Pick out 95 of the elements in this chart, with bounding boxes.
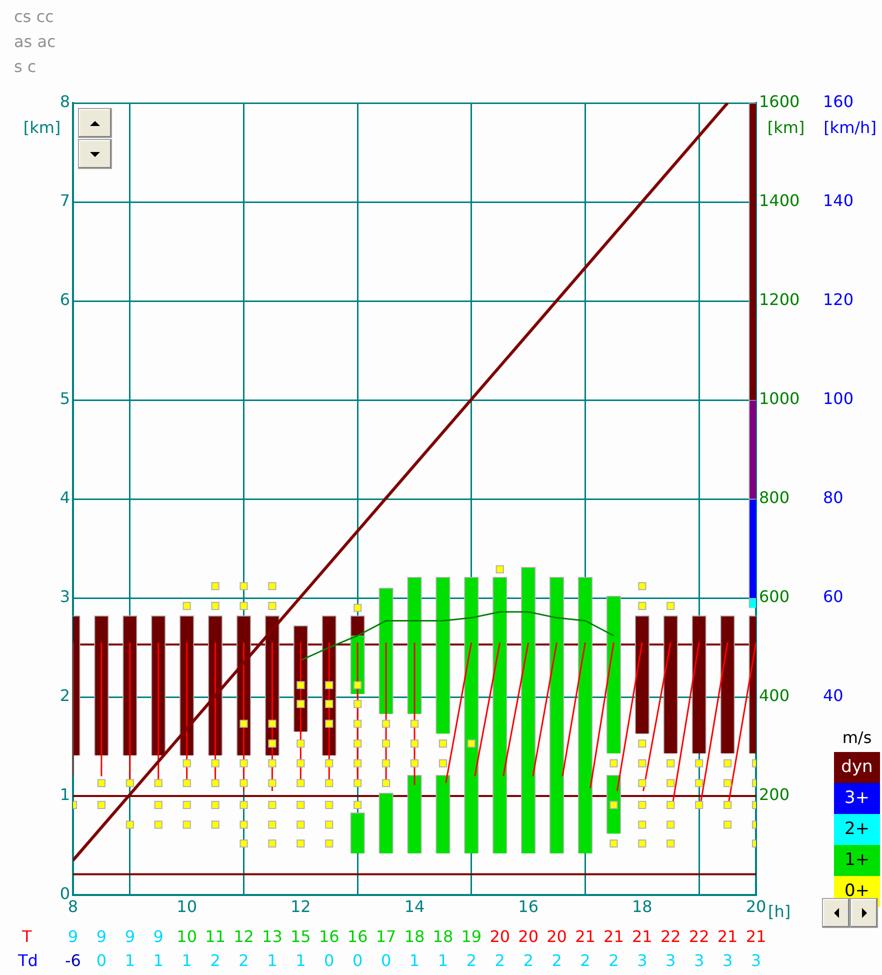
text: 20	[546, 927, 567, 946]
text: 2+	[834, 814, 880, 845]
text: 2	[552, 951, 562, 970]
text: 21	[717, 927, 738, 946]
y3-tick-label: 160	[823, 92, 854, 112]
y-tick-label: 7	[60, 191, 70, 210]
text: 2	[494, 951, 505, 970]
text: 18	[432, 927, 454, 946]
text: 3	[694, 951, 704, 970]
text: 12	[234, 927, 254, 946]
text: as ac	[14, 32, 56, 52]
text: 9	[153, 927, 164, 946]
text: 11	[205, 927, 226, 946]
text: 2	[580, 951, 590, 970]
y-tick-label: 0	[60, 884, 70, 904]
text: 9	[96, 927, 107, 946]
text: 1	[124, 951, 136, 970]
y2-tick-label: 1200	[759, 290, 800, 310]
y2-tick-label: 1000	[759, 389, 800, 408]
text: 21	[746, 927, 766, 946]
y3-tick-label: 140	[823, 191, 854, 210]
x-tick-label: 14	[404, 896, 425, 916]
y2-tick-label: 400	[759, 686, 790, 706]
text: T	[21, 927, 32, 946]
x-tick-label: 10	[176, 896, 198, 916]
text: 3	[666, 951, 676, 970]
y2-tick-label: 800	[759, 488, 790, 508]
y-axis-title: [km]	[23, 118, 61, 138]
y3-tick-label: 100	[823, 389, 854, 408]
y-tick-label: 5	[60, 389, 70, 408]
text: 1	[438, 951, 448, 970]
y2-tick-label: 200	[759, 785, 790, 804]
text: 20	[518, 927, 539, 946]
text: 9	[124, 927, 136, 946]
text: 0	[380, 951, 392, 970]
text: dyn	[834, 752, 880, 783]
y3-tick-label: 60	[823, 587, 844, 606]
text: Td	[17, 951, 38, 970]
text: 3	[722, 951, 733, 970]
y-tick-label: 8	[60, 92, 70, 112]
y3-axis-title: [km/h]	[824, 118, 876, 138]
text: 3	[750, 951, 762, 970]
x-tick-label: 16	[518, 896, 539, 916]
text: 1+	[834, 845, 880, 876]
x-tick-label: 12	[290, 896, 311, 916]
text: 0	[352, 951, 363, 970]
text: 2	[523, 951, 534, 970]
text: s c	[14, 57, 36, 76]
text: 17	[376, 927, 396, 946]
text: 2	[210, 951, 220, 970]
y-tick-label: 1	[60, 785, 70, 804]
text: 19	[461, 927, 482, 946]
text: 21	[575, 927, 596, 946]
y-tick-label: 2	[60, 686, 70, 706]
legend-title: m/s	[841, 728, 873, 749]
text: 10	[176, 927, 198, 946]
y3-tick-label: 80	[823, 488, 844, 508]
text: 9	[68, 927, 78, 946]
text: 13	[262, 927, 282, 946]
y2-axis-title: [km]	[767, 118, 805, 138]
text: 0+	[834, 876, 880, 907]
text: 1	[153, 951, 164, 970]
text: 16	[318, 927, 340, 946]
text: 1	[267, 951, 278, 970]
text: 2	[238, 951, 249, 970]
x-tick-label: 18	[632, 896, 652, 916]
text: 0	[324, 951, 334, 970]
text: -6	[65, 951, 81, 970]
text: 18	[404, 927, 425, 946]
text: 0	[96, 951, 107, 970]
text: 3+	[834, 783, 880, 814]
text: 21	[632, 927, 652, 946]
text: 20	[490, 927, 510, 946]
text: 2	[608, 951, 619, 970]
y2-tick-label: 1600	[759, 92, 800, 112]
text: 3	[637, 951, 648, 970]
y-tick-label: 3	[60, 587, 70, 606]
y-tick-label: 6	[60, 290, 70, 310]
text: 1	[296, 951, 306, 970]
text: 15	[290, 927, 311, 946]
x-tick-label: 20	[746, 896, 766, 916]
y3-tick-label: 120	[823, 290, 854, 310]
text: 1	[409, 951, 420, 970]
text: cs cc	[14, 7, 54, 26]
text: 1	[182, 951, 192, 970]
text: 16	[347, 927, 368, 946]
x-axis-title: [h]	[768, 902, 791, 922]
y2-tick-label: 1400	[759, 191, 800, 210]
y3-tick-label: 40	[823, 686, 844, 706]
y2-tick-label: 600	[759, 587, 790, 606]
text: 21	[604, 927, 624, 946]
text: 22	[660, 927, 681, 946]
text: 22	[688, 927, 710, 946]
y-tick-label: 4	[60, 488, 70, 508]
text: 2	[466, 951, 477, 970]
